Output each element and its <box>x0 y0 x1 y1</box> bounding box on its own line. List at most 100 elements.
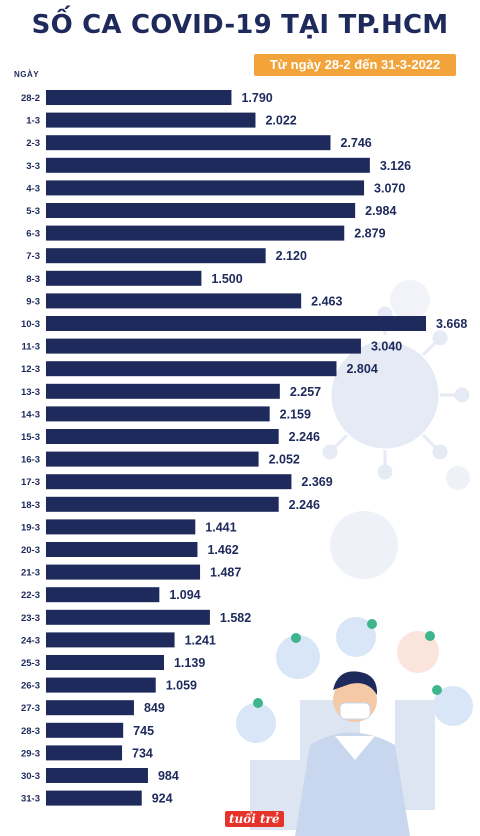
value-label: 3.040 <box>371 340 402 354</box>
chart-title: SỐ CA COVID-19 TẠI TP.HCM <box>31 10 449 40</box>
value-label: 2.120 <box>276 249 307 263</box>
bar <box>46 632 175 648</box>
value-label: 2.804 <box>346 362 377 376</box>
date-range-badge: Từ ngày 28-2 đến 31-3-2022 <box>254 54 456 76</box>
category-label: 7-3 <box>26 251 40 262</box>
category-label: 8-3 <box>26 274 40 285</box>
bar <box>46 135 331 151</box>
value-label: 2.257 <box>290 385 321 399</box>
category-label: 27-3 <box>21 703 40 714</box>
bar <box>46 203 356 218</box>
bar <box>46 564 201 580</box>
value-label: 2.463 <box>311 294 342 308</box>
category-label: 15-3 <box>21 432 40 443</box>
value-label: 3.070 <box>374 181 405 195</box>
category-label: 2-3 <box>26 138 40 149</box>
people-bubbles <box>236 617 473 743</box>
value-label: 924 <box>152 792 173 806</box>
bar <box>46 248 266 264</box>
value-label: 1.582 <box>220 611 251 625</box>
value-label: 3.668 <box>436 317 467 331</box>
category-label: 28-2 <box>21 93 40 104</box>
category-label: 30-3 <box>21 771 40 782</box>
category-label: 3-3 <box>26 161 40 172</box>
bar <box>46 745 123 761</box>
category-label: 5-3 <box>26 206 40 217</box>
category-label: 12-3 <box>21 364 40 375</box>
value-label: 2.879 <box>354 227 385 241</box>
value-label: 2.984 <box>365 204 396 218</box>
category-label: 9-3 <box>26 296 40 307</box>
bar <box>46 406 270 422</box>
bar <box>46 293 302 309</box>
value-label: 2.246 <box>289 430 320 444</box>
bar <box>46 383 280 399</box>
value-label: 1.139 <box>174 656 205 670</box>
bar <box>46 112 256 128</box>
bar <box>46 270 202 286</box>
bar <box>46 180 365 196</box>
category-label: 16-3 <box>21 455 40 466</box>
bar <box>46 587 160 603</box>
virus-icon-small <box>330 511 398 579</box>
value-label: 1.094 <box>169 588 200 602</box>
bar <box>46 361 337 377</box>
category-label: 21-3 <box>21 568 40 579</box>
bar <box>46 338 361 354</box>
value-label: 2.246 <box>289 498 320 512</box>
value-label: 1.441 <box>205 520 236 534</box>
value-label: 1.059 <box>166 679 197 693</box>
category-label: 24-3 <box>21 635 40 646</box>
category-label: 6-3 <box>26 229 40 240</box>
category-label: 20-3 <box>21 545 40 556</box>
category-label: 18-3 <box>21 500 40 511</box>
bar <box>46 157 370 173</box>
category-label: 23-3 <box>21 613 40 624</box>
bar <box>46 609 210 625</box>
category-label: 31-3 <box>21 794 40 805</box>
bar <box>46 474 292 490</box>
value-label: 849 <box>144 701 165 715</box>
value-label: 3.126 <box>380 159 411 173</box>
category-label: 25-3 <box>21 658 40 669</box>
bar <box>46 429 279 444</box>
bar <box>46 790 142 806</box>
bar <box>46 90 232 105</box>
value-label: 984 <box>158 769 179 783</box>
logo: tuổi trẻ <box>225 811 284 827</box>
category-label: 14-3 <box>21 409 40 420</box>
category-label: 4-3 <box>26 183 40 194</box>
virus-icon-faint <box>390 280 430 320</box>
bar <box>46 542 198 557</box>
value-label: 1.790 <box>241 91 272 105</box>
bar <box>46 700 134 716</box>
value-label: 745 <box>133 724 154 738</box>
value-label: 2.159 <box>280 407 311 421</box>
value-label: 1.500 <box>211 272 242 286</box>
category-label: 28-3 <box>21 726 40 737</box>
virus-icon-tiny <box>446 466 470 490</box>
category-label: 17-3 <box>21 477 40 488</box>
value-label: 2.052 <box>269 453 300 467</box>
value-label: 2.746 <box>340 136 371 150</box>
category-label: 11-3 <box>22 342 41 353</box>
y-axis-label: NGÀY <box>14 70 40 79</box>
value-label: 2.369 <box>301 475 332 489</box>
value-label: 1.241 <box>185 633 216 647</box>
doctor-illustration <box>295 671 410 836</box>
bar <box>46 451 259 467</box>
category-label: 1-3 <box>26 116 40 127</box>
bar <box>46 722 124 738</box>
bar <box>46 519 196 535</box>
bar <box>46 677 156 693</box>
category-label: 10-3 <box>21 319 40 330</box>
value-label: 2.022 <box>265 114 296 128</box>
category-label: 26-3 <box>21 681 40 692</box>
bar <box>46 768 148 783</box>
category-label: 29-3 <box>21 748 40 759</box>
bar <box>46 496 279 512</box>
category-label: 22-3 <box>21 590 40 601</box>
bar <box>46 225 345 241</box>
